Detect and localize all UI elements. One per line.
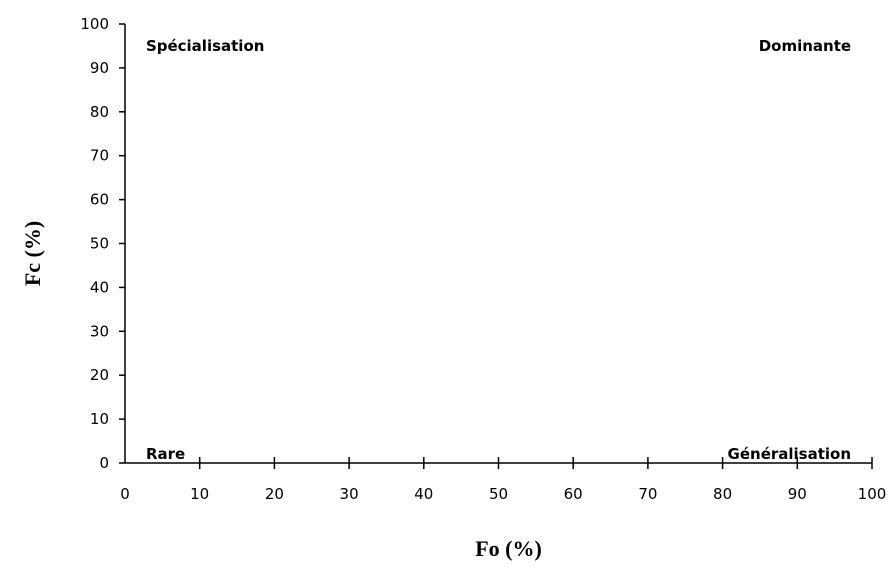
quadrant-annotations: Spécialisation Dominante Rare Généralisatio… [146, 37, 851, 463]
y-tick-label: 50 [90, 235, 109, 253]
y-axis-ticks: 0 10 20 30 40 50 60 70 80 90 100 [80, 15, 125, 472]
y-tick-label: 30 [90, 322, 109, 340]
x-tick-label: 70 [638, 485, 657, 503]
y-tick-label: 70 [90, 147, 109, 165]
x-axis-ticks: 0 10 20 30 40 50 60 70 80 90 100 [120, 457, 886, 503]
y-axis-title: Fc (%) [20, 221, 45, 286]
x-tick-label: 0 [120, 485, 130, 503]
y-tick-label: 100 [80, 15, 109, 33]
x-axis-title: Fo (%) [475, 536, 542, 561]
x-tick-label: 90 [788, 485, 807, 503]
y-tick-label: 40 [90, 278, 109, 296]
x-tick-label: 10 [190, 485, 209, 503]
x-tick-label: 50 [489, 485, 508, 503]
y-tick-label: 80 [90, 103, 109, 121]
quadrant-label: Spécialisation [146, 37, 265, 55]
x-tick-label: 20 [265, 485, 284, 503]
y-tick-label: 0 [99, 454, 109, 472]
x-tick-label: 80 [713, 485, 732, 503]
x-tick-label: 100 [858, 485, 887, 503]
quadrant-label: Rare [146, 445, 185, 463]
y-tick-label: 60 [90, 191, 109, 209]
x-tick-label: 40 [414, 485, 433, 503]
quadrant-label: Dominante [759, 37, 851, 55]
quadrant-label: Généralisation [728, 445, 852, 463]
x-tick-label: 30 [340, 485, 359, 503]
y-tick-label: 20 [90, 366, 109, 384]
y-tick-label: 10 [90, 410, 109, 428]
y-tick-label: 90 [90, 59, 109, 77]
x-tick-label: 60 [564, 485, 583, 503]
